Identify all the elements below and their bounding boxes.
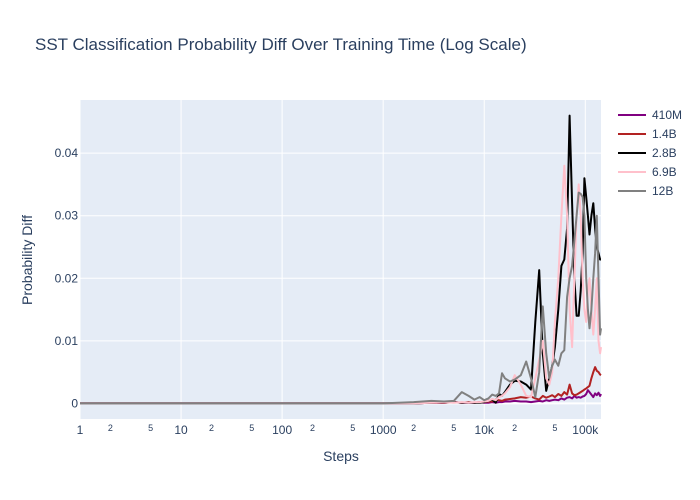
- legend-label: 410M: [652, 108, 682, 122]
- legend-label: 12B: [652, 184, 673, 198]
- x-tick-labels: 1 10 100 1000 10k 100k 2 5 2 5 2 5 2 5 2 5: [77, 423, 600, 437]
- y-tick-label: 0.03: [55, 209, 79, 223]
- x-tick-label: 100k: [572, 423, 599, 437]
- x-tick-label: 10: [174, 423, 188, 437]
- x-minor-tick-label: 2: [108, 423, 113, 433]
- x-minor-tick-label: 2: [411, 423, 416, 433]
- x-tick-label: 100: [272, 423, 292, 437]
- legend-item-2-8b[interactable]: 2.8B: [618, 146, 677, 160]
- series-layer: [80, 114, 602, 405]
- y-tick-label: 0.01: [55, 334, 79, 348]
- x-minor-tick-label: 5: [350, 423, 355, 433]
- chart-title: SST Classification Probability Diff Over…: [35, 35, 527, 54]
- y-tick-label: 0: [71, 396, 78, 410]
- y-axis-title: Probability Diff: [19, 215, 35, 305]
- x-minor-tick-label: 2: [310, 423, 315, 433]
- legend-item-410m[interactable]: 410M: [618, 108, 682, 122]
- legend[interactable]: 410M 1.4B 2.8B 6.9B 12B: [618, 108, 682, 198]
- x-minor-tick-label: 5: [148, 423, 153, 433]
- x-tick-label: 1000: [370, 423, 397, 437]
- legend-item-1-4b[interactable]: 1.4B: [618, 127, 677, 141]
- y-tick-labels: 0 0.01 0.02 0.03 0.04: [55, 146, 79, 410]
- series-line-12b: [80, 191, 602, 405]
- legend-label: 2.8B: [652, 146, 677, 160]
- y-tick-label: 0.04: [55, 146, 79, 160]
- x-tick-label: 10k: [475, 423, 495, 437]
- x-minor-tick-label: 5: [451, 423, 456, 433]
- legend-label: 6.9B: [652, 165, 677, 179]
- x-minor-tick-label: 5: [249, 423, 254, 433]
- legend-item-12b[interactable]: 12B: [618, 184, 673, 198]
- legend-label: 1.4B: [652, 127, 677, 141]
- x-minor-tick-label: 5: [552, 423, 557, 433]
- x-minor-tick-label: 2: [512, 423, 517, 433]
- y-tick-label: 0.02: [55, 271, 79, 285]
- x-tick-label: 1: [77, 423, 84, 437]
- legend-item-6-9b[interactable]: 6.9B: [618, 165, 677, 179]
- x-axis-title: Steps: [323, 448, 359, 464]
- x-minor-tick-label: 2: [209, 423, 214, 433]
